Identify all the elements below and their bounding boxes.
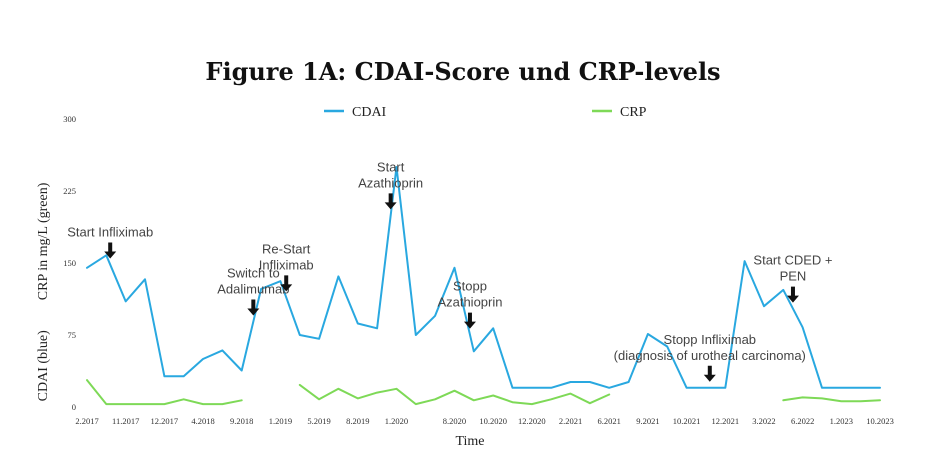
y-ticks: 0 75 150 225 300	[63, 114, 76, 412]
x-tick-label: 2.2021	[559, 416, 582, 426]
x-tick-label: 10.2020	[479, 416, 507, 426]
annotation-text: Stopp Infliximab	[664, 332, 757, 347]
legend-label-cdai: CDAI	[352, 105, 387, 120]
annotation-text: Infliximab	[259, 257, 314, 272]
annotation-text: Switch to	[227, 266, 280, 281]
y-tick-label: 150	[63, 258, 76, 268]
annotation-text: Stopp	[453, 279, 487, 294]
annotation: Start CDED +PEN	[753, 253, 833, 303]
x-ticks: 2.2017 11.2017 12.2017 4.2018 9.2018 1.2019 5.…	[75, 416, 894, 426]
annotation: Stopp Infliximab(diagnosis of urotheal c…	[614, 332, 806, 382]
y-axis-label-part-cdai: CDAI (blue)	[36, 330, 51, 401]
x-tick-label: 6.2021	[598, 416, 621, 426]
x-tick-label: 9.2021	[636, 416, 659, 426]
x-tick-label: 8.2019	[346, 416, 369, 426]
annotation-text: Azathioprin	[437, 295, 502, 310]
x-tick-label: 12.2017	[151, 416, 179, 426]
x-axis-label: Time	[455, 434, 484, 449]
y-axis-label: CDAI (blue) CRP in mg/L (green)	[36, 182, 51, 401]
down-arrow-icon	[703, 365, 716, 382]
series-line-crp-1	[298, 383, 611, 406]
series-line-crp-0	[86, 379, 243, 406]
series-line-crp-2	[782, 396, 881, 403]
y-tick-label: 75	[68, 330, 77, 340]
x-tick-label: 10.2023	[866, 416, 894, 426]
legend: CDAI CRP	[324, 105, 647, 120]
x-tick-label: 3.2022	[752, 416, 775, 426]
x-tick-label: 11.2017	[112, 416, 139, 426]
x-tick-label: 4.2018	[191, 416, 214, 426]
x-tick-label: 9.2018	[230, 416, 253, 426]
x-tick-label: 8.2020	[443, 416, 466, 426]
x-tick-label: 1.2023	[830, 416, 853, 426]
series-line-cdai-0	[86, 166, 881, 389]
chart-title: Figure 1A: CDAI-Score und CRP-levels	[205, 57, 720, 86]
legend-label-crp: CRP	[620, 105, 647, 120]
down-arrow-icon	[247, 299, 260, 316]
annotation-text: Re-Start	[262, 241, 311, 256]
series-layer	[86, 166, 881, 406]
x-tick-label: 12.2021	[711, 416, 739, 426]
x-tick-label: 1.2020	[385, 416, 408, 426]
down-arrow-icon	[463, 312, 476, 329]
annotation-text: (diagnosis of urotheal carcinoma)	[614, 348, 806, 363]
annotation: Start Infliximab	[67, 225, 153, 259]
y-axis-label-part-crp: CRP in mg/L (green)	[36, 182, 51, 300]
y-tick-label: 0	[72, 402, 76, 412]
x-tick-label: 6.2022	[791, 416, 814, 426]
x-tick-label: 10.2021	[673, 416, 701, 426]
x-tick-label: 2.2017	[75, 416, 98, 426]
annotation-text: Azathioprin	[358, 175, 423, 190]
x-tick-label: 1.2019	[269, 416, 292, 426]
annotation-text: PEN	[780, 269, 807, 284]
x-tick-label: 12.2020	[518, 416, 546, 426]
down-arrow-icon	[786, 286, 799, 303]
x-tick-label: 5.2019	[307, 416, 330, 426]
annotation-text: Adalimumab	[217, 282, 289, 297]
down-arrow-icon	[384, 193, 397, 210]
annotation-text: Start Infliximab	[67, 225, 153, 240]
y-tick-label: 300	[63, 114, 76, 124]
annotation-text: Start CDED +	[753, 253, 832, 268]
down-arrow-icon	[104, 242, 117, 259]
down-arrow-icon	[280, 275, 293, 292]
y-tick-label: 225	[63, 186, 76, 196]
annotation-text: Start	[377, 159, 405, 174]
